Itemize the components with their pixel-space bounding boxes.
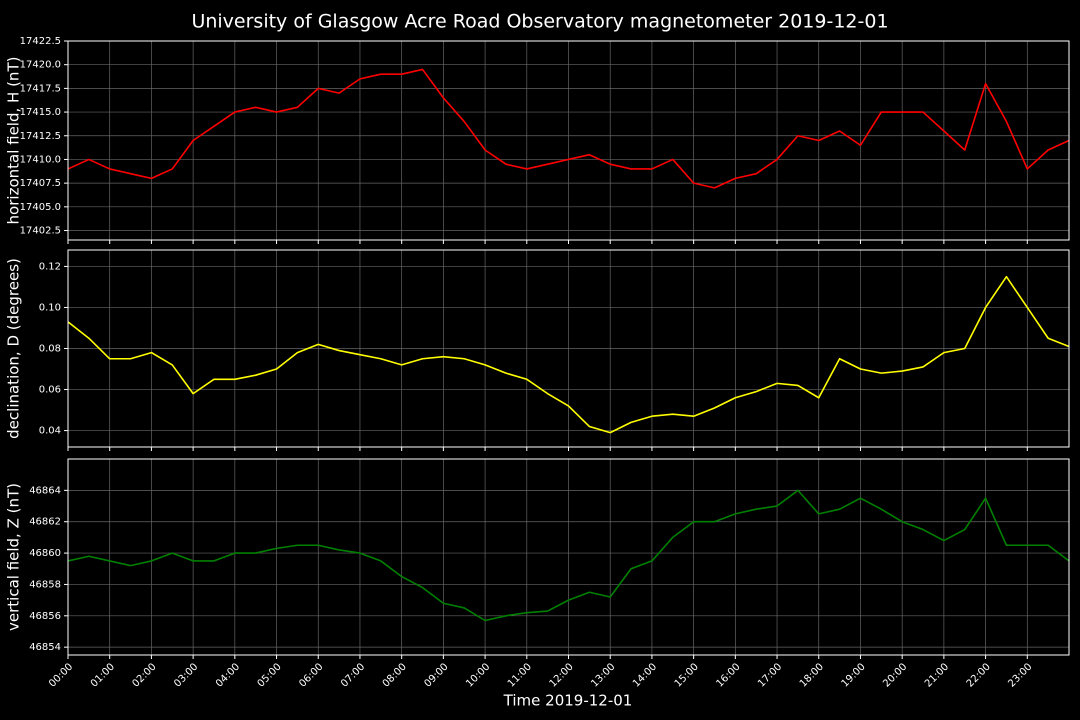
- plot-frame: [67, 40, 1070, 241]
- y-tick-label: 17412.5: [20, 131, 61, 142]
- y-tick-label: 17422.5: [20, 36, 61, 47]
- y-tick-label: 17407.5: [20, 178, 61, 189]
- data-line: [67, 275, 1070, 434]
- y-tick-label: 17420.0: [20, 60, 61, 71]
- x-axis-label: Time 2019-12-01: [503, 692, 633, 710]
- y-tick-label: 46864: [29, 485, 61, 496]
- y-tick-label: 46856: [29, 611, 61, 622]
- plot-frame: [67, 458, 1070, 656]
- y-tick-label: 17417.5: [20, 83, 61, 94]
- y-tick-label: 17405.0: [20, 202, 61, 213]
- y-tick-label: 46858: [29, 579, 61, 590]
- y-tick-label: 17415.0: [20, 107, 61, 118]
- y-tick-label: 0.10: [39, 302, 61, 313]
- y-tick-label: 0.08: [39, 344, 61, 355]
- y-axis-label: declination, D (degrees): [5, 258, 23, 439]
- chart-title: University of Glasgow Acre Road Observat…: [191, 11, 888, 33]
- y-tick-label: 46862: [29, 517, 61, 528]
- y-tick-label: 17402.5: [20, 226, 61, 237]
- y-tick-label: 17410.0: [20, 154, 61, 165]
- y-tick-label: 0.04: [39, 426, 61, 437]
- plot-frame: [67, 249, 1070, 448]
- data-line: [67, 489, 1070, 622]
- y-tick-label: 0.12: [39, 261, 61, 272]
- y-axis-label: horizontal field, H (nT): [5, 57, 23, 225]
- y-tick-label: 46854: [29, 642, 61, 653]
- y-tick-label: 0.06: [39, 385, 61, 396]
- data-line: [67, 68, 1070, 189]
- y-tick-label: 46860: [29, 548, 61, 559]
- y-axis-label: vertical field, Z (nT): [5, 483, 23, 631]
